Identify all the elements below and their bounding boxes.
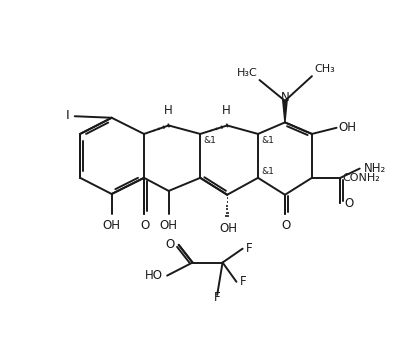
- Polygon shape: [283, 101, 287, 122]
- Text: H: H: [222, 104, 231, 117]
- Text: N: N: [281, 91, 289, 104]
- Text: O: O: [166, 238, 175, 251]
- Text: HO: HO: [145, 269, 163, 282]
- Text: &1: &1: [203, 136, 216, 145]
- Text: H₃C: H₃C: [237, 68, 257, 78]
- Text: &1: &1: [261, 136, 274, 145]
- Text: O: O: [140, 219, 149, 232]
- Text: OH: OH: [160, 219, 178, 232]
- Text: O: O: [344, 197, 354, 210]
- Text: H: H: [164, 104, 172, 117]
- Text: CONH₂: CONH₂: [342, 173, 379, 183]
- Text: O: O: [281, 219, 290, 232]
- Text: F: F: [239, 275, 246, 288]
- Text: CH₃: CH₃: [314, 64, 335, 74]
- Text: NH₂: NH₂: [364, 162, 386, 175]
- Text: OH: OH: [219, 222, 237, 235]
- Text: &1: &1: [261, 167, 274, 176]
- Text: F: F: [246, 242, 252, 255]
- Text: F: F: [214, 291, 220, 304]
- Text: OH: OH: [339, 121, 357, 134]
- Text: I: I: [66, 109, 69, 122]
- Text: OH: OH: [103, 219, 121, 232]
